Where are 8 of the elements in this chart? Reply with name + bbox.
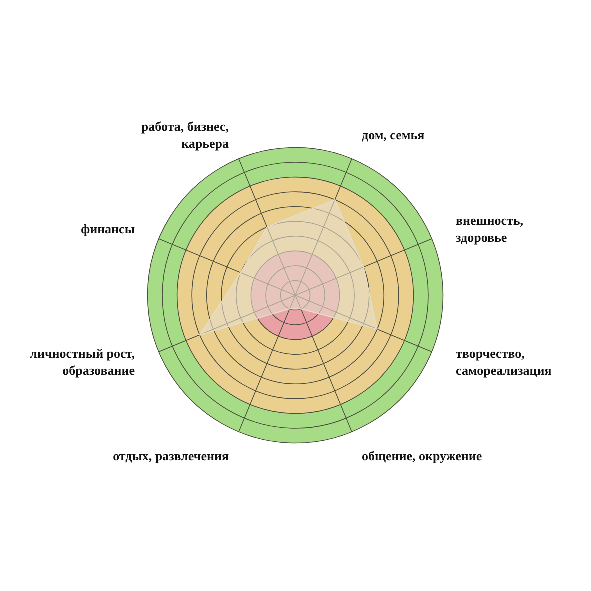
spoke-label: личностный рост, образование xyxy=(30,346,136,378)
spoke-label: внешность, здоровье xyxy=(456,213,524,246)
spoke-label: работа, бизнес, карьера xyxy=(141,118,230,151)
spoke-label: общение, окружение xyxy=(362,448,482,464)
spoke-label: дом, семья xyxy=(362,127,425,142)
spoke-label: творчество, самореализация xyxy=(456,346,552,378)
spoke-label: финансы xyxy=(81,222,135,237)
spoke-label: отдых, развлечения xyxy=(113,448,230,464)
